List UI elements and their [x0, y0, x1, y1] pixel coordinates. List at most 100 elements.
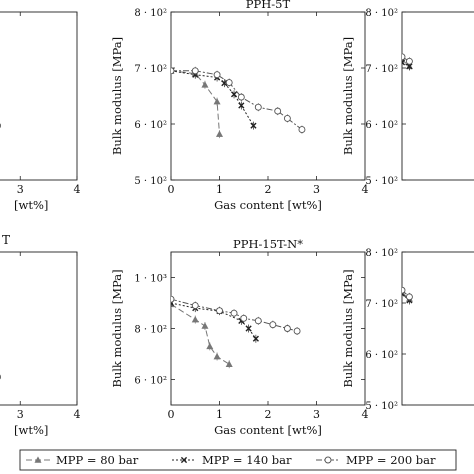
x-axis-label: Gas content [wt%] — [214, 423, 322, 437]
legend-marker — [180, 456, 188, 464]
data-point — [283, 325, 291, 332]
data-point — [406, 63, 413, 70]
x-tick-label: 1 — [216, 408, 223, 421]
plot-frame — [401, 11, 474, 181]
y-tick-label: 8 · 10² — [365, 8, 398, 19]
y-axis-label: Bulk modulus [MPa] — [341, 37, 355, 155]
y-tick-label: 6 · 10² — [134, 120, 167, 131]
panel-5: 0 1 2 3 4 6 · 10² 8 · 10² 1 · 10³ PPH-15T-N* Gas … — [110, 237, 369, 437]
y-tick-label: 1 · 10³ — [134, 274, 167, 285]
y-tick-label: 7 · 10² — [365, 299, 398, 310]
series-group — [0, 123, 1, 129]
data-point — [293, 327, 301, 335]
x-tick-label: 4 — [74, 183, 81, 196]
data-point — [402, 286, 406, 294]
y-tick-label: 5 · 10² — [134, 176, 167, 187]
y-tick-label: 8 · 10² — [134, 8, 167, 19]
data-point — [269, 321, 277, 329]
panel-1: 3 4 [wt%] — [0, 11, 81, 212]
x-tick-label: 3 — [313, 408, 320, 421]
data-point — [238, 102, 245, 109]
data-point — [225, 79, 233, 87]
x-axis-label: [wt%] — [14, 198, 48, 212]
series-line — [171, 70, 303, 130]
data-point — [298, 126, 306, 134]
data-point — [201, 81, 209, 88]
plot-frame — [170, 251, 366, 406]
panel-title: PPH-5T — [246, 0, 291, 11]
legend-box — [19, 449, 457, 471]
data-point — [213, 71, 221, 79]
y-tick-label: 5 · 10² — [365, 401, 398, 412]
data-point — [240, 314, 248, 322]
x-tick-label: 3 — [17, 183, 24, 196]
data-point — [171, 295, 175, 303]
data-point — [230, 91, 238, 98]
plot-frame — [0, 11, 78, 181]
series-line — [171, 70, 220, 135]
series-group — [171, 295, 301, 369]
legend: MPP = 80 bar MPP = 140 bar MPP = 200 bar — [19, 449, 457, 471]
data-point — [171, 67, 175, 75]
legend-marker — [34, 456, 42, 463]
data-point — [254, 103, 262, 111]
y-tick-label: 5 · 10² — [365, 176, 398, 187]
data-point — [191, 67, 199, 75]
x-axis-label: [wt%] — [14, 423, 48, 437]
x-tick-label: 4 — [74, 408, 81, 421]
data-point — [216, 307, 223, 315]
x-tick-label: 2 — [265, 408, 272, 421]
x-tick-label: 0 — [168, 183, 175, 196]
panel-title: PPH-15T-N* — [233, 237, 303, 251]
y-axis-label: Bulk modulus [MPa] — [110, 37, 124, 155]
panel-3: 5 · 10² 6 · 10² 7 · 10² 8 · 10² Bulk modulus… — [341, 8, 474, 187]
data-point — [274, 107, 282, 115]
y-tick-label: 8 · 10² — [134, 325, 167, 336]
data-point — [254, 317, 262, 325]
data-point — [252, 335, 259, 342]
series-group — [402, 52, 413, 71]
data-point — [0, 123, 1, 129]
data-point — [213, 97, 221, 105]
data-point — [230, 309, 238, 317]
data-point — [402, 59, 406, 66]
partial-panel-title: T — [2, 233, 10, 247]
y-tick-label: 8 · 10² — [365, 248, 398, 259]
data-point — [213, 352, 221, 360]
plot-frame — [170, 11, 366, 181]
data-point — [245, 325, 252, 332]
y-tick-label: 6 · 10² — [365, 120, 398, 131]
legend-label: MPP = 200 bar — [346, 453, 436, 467]
y-axis-label: Bulk modulus [MPa] — [110, 269, 124, 387]
legend-label: MPP = 140 bar — [202, 453, 292, 467]
plot-frame — [401, 251, 474, 406]
y-tick-label: 7 · 10² — [134, 64, 167, 75]
panel-6: 5 · 10² 6 · 10² 7 · 10² 8 · 10² Bulk modulus… — [341, 248, 474, 412]
panel-2: 0 1 2 3 4 5 · 10² 6 · 10² 7 · 10² 8 · 10² PPH-5T G… — [110, 0, 369, 212]
legend-label: MPP = 80 bar — [56, 453, 139, 467]
y-tick-label: 7 · 10² — [365, 64, 398, 75]
x-tick-label: 4 — [362, 183, 369, 196]
x-tick-label: 3 — [17, 408, 24, 421]
data-point — [0, 374, 1, 380]
legend-marker — [324, 456, 332, 464]
y-tick-label: 6 · 10² — [134, 376, 167, 387]
panel-4: 3 4 [wt%] — [0, 251, 81, 437]
data-point — [206, 342, 214, 350]
x-tick-label: 0 — [168, 408, 175, 421]
data-point — [201, 322, 209, 329]
x-tick-label: 3 — [313, 183, 320, 196]
data-point — [225, 360, 233, 367]
plot-frame — [0, 251, 78, 406]
data-point — [191, 302, 199, 309]
data-point — [283, 114, 291, 122]
data-point — [402, 53, 406, 61]
data-point — [250, 122, 257, 129]
y-axis-label: Bulk modulus [MPa] — [341, 269, 355, 387]
data-point — [237, 93, 245, 101]
series-group — [0, 374, 1, 380]
series-group — [402, 286, 413, 305]
x-tick-label: 2 — [265, 183, 272, 196]
y-tick-label: 6 · 10² — [365, 350, 398, 361]
